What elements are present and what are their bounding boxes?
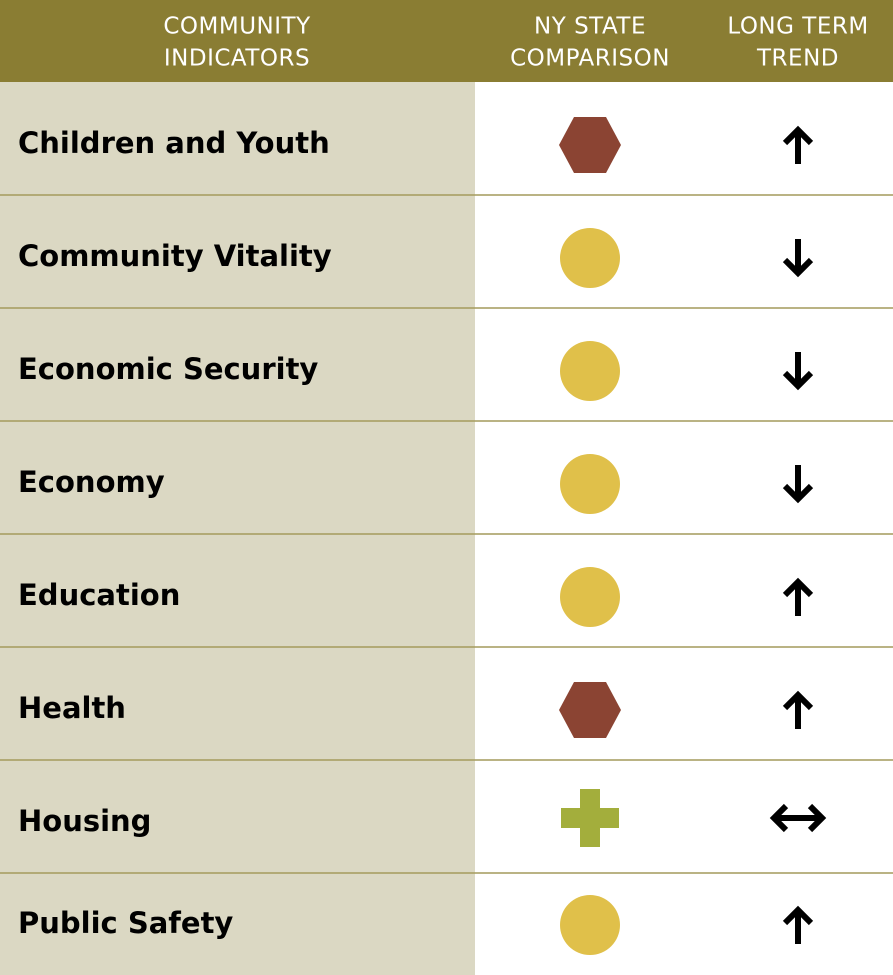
row-label: Health [18,691,126,725]
comparison-icon [560,228,620,288]
comparison-icon [560,341,620,401]
header-text: NY STATE [534,14,646,40]
label-column [0,82,475,975]
header-bar [0,0,893,82]
comparison-icon [560,895,620,955]
comparison-icon [560,567,620,627]
row-label: Economy [18,465,165,499]
header-text: COMPARISON [510,46,670,72]
header-text: TREND [756,46,839,72]
header-text: LONG TERM [727,14,868,40]
row-label: Education [18,578,180,612]
row-label: Community Vitality [18,239,332,273]
comparison-icon [560,454,620,514]
header-text: COMMUNITY [163,14,311,40]
header-text: INDICATORS [164,46,310,72]
row-label: Housing [18,804,151,838]
row-label: Children and Youth [18,126,330,160]
separators [0,194,893,874]
row-label: Public Safety [18,906,233,940]
row-label: Economic Security [18,352,318,386]
